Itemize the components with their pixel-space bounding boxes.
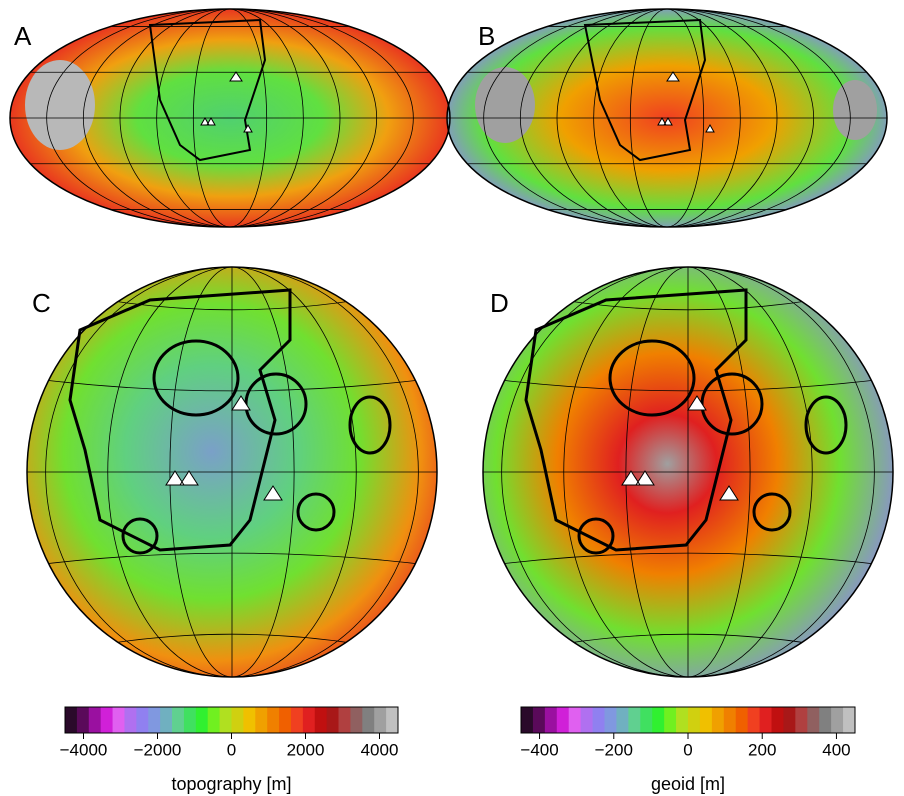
colorbar-tick-label: 0 (227, 740, 236, 759)
colorbar-segment (831, 707, 843, 733)
colorbar-segment (664, 707, 676, 733)
colorbar-tick-label: −2000 (134, 740, 182, 759)
colorbar-tick-label: −200 (595, 740, 633, 759)
colorbar-title: geoid [m] (651, 774, 725, 794)
colorbar-segment (315, 707, 327, 733)
colorbar-segment (676, 707, 688, 733)
colorbar-segment (545, 707, 557, 733)
colorbar-tick-label: 0 (683, 740, 692, 759)
colorbar-segment (557, 707, 569, 733)
colorbar-segment (652, 707, 664, 733)
colorbar-segment (184, 707, 196, 733)
colorbar-segment (160, 707, 172, 733)
colorbar-segment (819, 707, 831, 733)
colorbar-segment (569, 707, 581, 733)
colorbar-segment (712, 707, 724, 733)
colorbar-segment (208, 707, 220, 733)
colorbar-segment (700, 707, 712, 733)
colorbar-segment (303, 707, 315, 733)
colorbar-segment (362, 707, 374, 733)
colorbar-segment (843, 707, 855, 733)
colorbar-segment (772, 707, 784, 733)
page: A B C D −4000−2000020004000topography [m… (0, 0, 904, 796)
maps (10, 9, 893, 677)
colorbar-segment (688, 707, 700, 733)
colorbar-segment (521, 707, 533, 733)
colorbar-segment (196, 707, 208, 733)
colorbar-segment (291, 707, 303, 733)
colorbar: −4000 −2000 0 2000 4000 topography [m] (60, 707, 399, 794)
colorbar-segment (267, 707, 279, 733)
colorbar-segment (807, 707, 819, 733)
colorbar-segment (232, 707, 244, 733)
geoid-high (833, 80, 877, 140)
geoid-high (475, 67, 535, 143)
colorbar-segment (724, 707, 736, 733)
panel-label: D (490, 288, 509, 318)
colorbar-segment (255, 707, 267, 733)
panel-label: B (478, 21, 495, 51)
colorbar-segment (628, 707, 640, 733)
colorbar-title: topography [m] (171, 774, 291, 794)
colorbar-segment (350, 707, 362, 733)
colorbar-segment (605, 707, 617, 733)
colorbar-segment (581, 707, 593, 733)
figure: A B C D −4000−2000020004000topography [m… (0, 0, 904, 796)
colorbar-segment (748, 707, 760, 733)
colorbar-tick-label: −4000 (60, 740, 108, 759)
colorbar-segment (386, 707, 398, 733)
colorbar-segment (172, 707, 184, 733)
colorbar-segment (148, 707, 160, 733)
colorbar-segment (243, 707, 255, 733)
colorbar-segment (736, 707, 748, 733)
colorbar-segment (640, 707, 652, 733)
colorbar-tick-label: 2000 (287, 740, 325, 759)
colorbar-segment (760, 707, 772, 733)
colorbar-segment (339, 707, 351, 733)
colorbar-segment (783, 707, 795, 733)
colorbar-segment (593, 707, 605, 733)
colorbar-segment (89, 707, 101, 733)
colorbar: −400 −200 0 200 400 geoid [m] (520, 707, 855, 794)
colorbar-segment (327, 707, 339, 733)
colorbar-segment (795, 707, 807, 733)
colorbar-segment (124, 707, 136, 733)
colorbar-tick-label: −400 (520, 740, 558, 759)
colorbar-tick-label: 400 (822, 740, 850, 759)
colorbar-segment (279, 707, 291, 733)
colorbar-segment (616, 707, 628, 733)
colorbar-segment (136, 707, 148, 733)
colorbar-segment (533, 707, 545, 733)
colorbar-tick-label: 4000 (361, 740, 399, 759)
panel-label: A (14, 21, 32, 51)
colorbar-tick-label: 200 (748, 740, 776, 759)
panel-label: C (32, 288, 51, 318)
colorbar-segment (65, 707, 77, 733)
colorbar-segment (113, 707, 125, 733)
colorbar-segment (220, 707, 232, 733)
colorbar-segment (101, 707, 113, 733)
colorbar-segment (77, 707, 89, 733)
colorbar-segment (374, 707, 386, 733)
